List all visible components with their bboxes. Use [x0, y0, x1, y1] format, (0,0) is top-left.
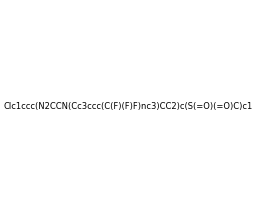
Text: Clc1ccc(N2CCN(Cc3ccc(C(F)(F)F)nc3)CC2)c(S(=O)(=O)C)c1: Clc1ccc(N2CCN(Cc3ccc(C(F)(F)F)nc3)CC2)c(… — [4, 101, 253, 111]
